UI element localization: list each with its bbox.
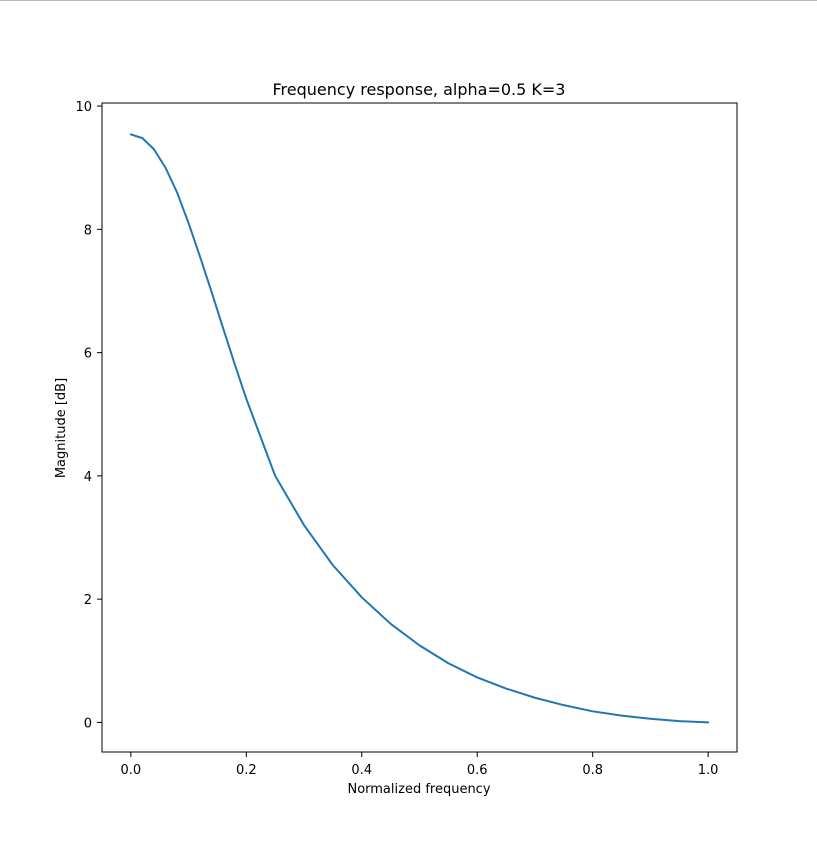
series-line xyxy=(129,133,710,724)
x-tick-label: 0.0 xyxy=(121,763,142,778)
y-tick-label: 8 xyxy=(84,223,92,238)
x-tick-label: 0.4 xyxy=(351,763,372,778)
x-tick-label: 0.8 xyxy=(582,763,603,778)
y-tick-label: 6 xyxy=(84,347,92,362)
plot-area xyxy=(101,102,738,753)
x-axis-label: Normalized frequency xyxy=(347,782,490,797)
y-tick-label: 2 xyxy=(84,593,92,608)
chart-title: Frequency response, alpha=0.5 K=3 xyxy=(273,80,566,99)
x-axis-ticks: 0.0 0.2 0.4 0.6 0.8 1.0 xyxy=(121,752,719,778)
axes-frame xyxy=(101,102,738,753)
x-tick-label: 0.2 xyxy=(236,763,257,778)
y-tick-label: 10 xyxy=(75,100,92,115)
x-tick-label: 1.0 xyxy=(698,763,719,778)
y-tick-label: 4 xyxy=(84,470,92,485)
y-axis-label: Magnitude [dB] xyxy=(54,378,69,478)
y-tick-label: 0 xyxy=(84,716,92,731)
window-top-border xyxy=(0,0,817,1)
x-tick-label: 0.6 xyxy=(467,763,488,778)
y-axis-ticks: 0 2 4 6 8 10 xyxy=(75,100,102,731)
